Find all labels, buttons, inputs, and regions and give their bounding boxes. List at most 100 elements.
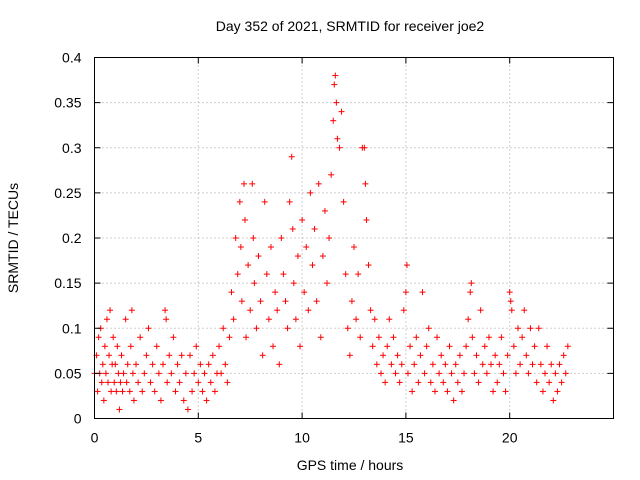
data-point — [118, 352, 125, 359]
data-point — [99, 361, 106, 368]
data-point — [116, 406, 123, 413]
data-point — [243, 334, 250, 341]
data-point — [375, 334, 382, 341]
data-point — [527, 325, 534, 332]
data-point — [367, 307, 374, 314]
data-point — [421, 370, 428, 377]
data-point — [558, 379, 565, 386]
chart-title: Day 352 of 2021, SRMTID for receiver joe… — [216, 18, 485, 34]
data-point — [496, 361, 503, 368]
data-point — [199, 388, 206, 395]
data-point — [305, 307, 312, 314]
data-point — [114, 343, 121, 350]
data-point — [363, 216, 370, 223]
data-point — [207, 379, 214, 386]
data-point — [411, 361, 418, 368]
data-point — [498, 334, 505, 341]
data-point — [334, 135, 341, 142]
data-point — [303, 244, 310, 251]
data-point — [282, 298, 289, 305]
data-point — [220, 325, 227, 332]
data-point — [362, 180, 369, 187]
data-point — [94, 388, 101, 395]
data-point — [438, 352, 445, 359]
data-point — [425, 325, 432, 332]
x-axis-title: GPS time / hours — [297, 457, 404, 473]
data-point — [98, 379, 105, 386]
data-point — [240, 180, 247, 187]
data-point — [226, 334, 233, 341]
data-point — [519, 334, 526, 341]
data-points — [91, 72, 571, 413]
data-point — [471, 370, 478, 377]
data-point — [222, 361, 229, 368]
data-point — [317, 334, 324, 341]
data-point — [211, 388, 218, 395]
data-point — [369, 343, 376, 350]
x-tick-label: 15 — [398, 430, 414, 446]
data-point — [456, 352, 463, 359]
data-point — [475, 379, 482, 386]
y-tick-label: 0.35 — [54, 95, 81, 111]
data-point — [299, 216, 306, 223]
data-point — [434, 334, 441, 341]
data-point — [143, 352, 150, 359]
data-point — [333, 99, 340, 106]
data-point — [103, 316, 110, 323]
data-point — [176, 379, 183, 386]
data-point — [330, 117, 337, 124]
data-point — [394, 352, 401, 359]
data-point — [400, 307, 407, 314]
data-point — [155, 370, 162, 377]
data-point — [117, 379, 124, 386]
data-point — [309, 262, 316, 269]
data-point — [129, 370, 136, 377]
data-point — [321, 207, 328, 214]
data-point — [297, 343, 304, 350]
data-point — [242, 216, 249, 223]
data-point — [236, 198, 243, 205]
data-point — [423, 343, 430, 350]
data-point — [135, 379, 142, 386]
data-point — [100, 397, 107, 404]
data-point — [440, 379, 447, 386]
data-point — [467, 289, 474, 296]
data-point — [232, 235, 239, 241]
data-point — [477, 307, 484, 314]
data-point — [326, 235, 333, 241]
data-point — [450, 397, 457, 404]
data-point — [560, 352, 567, 359]
data-point — [274, 307, 281, 314]
data-point — [153, 343, 160, 350]
data-point — [556, 361, 563, 368]
data-point — [133, 361, 140, 368]
data-point — [145, 325, 152, 332]
data-point — [442, 361, 449, 368]
data-point — [409, 388, 416, 395]
data-point — [413, 334, 420, 341]
data-point — [402, 289, 409, 296]
data-point — [130, 397, 137, 404]
data-point — [452, 361, 459, 368]
data-point — [531, 343, 538, 350]
data-point — [205, 361, 212, 368]
y-tick-label: 0.2 — [62, 230, 82, 246]
data-point — [95, 334, 102, 341]
data-point — [166, 352, 173, 359]
data-point — [403, 262, 410, 269]
data-point — [533, 379, 540, 386]
data-point — [128, 307, 135, 314]
data-point — [315, 180, 322, 187]
data-point — [178, 352, 185, 359]
data-point — [454, 379, 461, 386]
data-point — [170, 334, 177, 341]
data-point — [550, 397, 557, 404]
data-point — [382, 379, 389, 386]
data-point — [122, 316, 129, 323]
data-point — [535, 325, 542, 332]
data-point — [377, 370, 384, 377]
data-point — [328, 171, 335, 178]
data-point — [249, 180, 256, 187]
data-point — [537, 361, 544, 368]
